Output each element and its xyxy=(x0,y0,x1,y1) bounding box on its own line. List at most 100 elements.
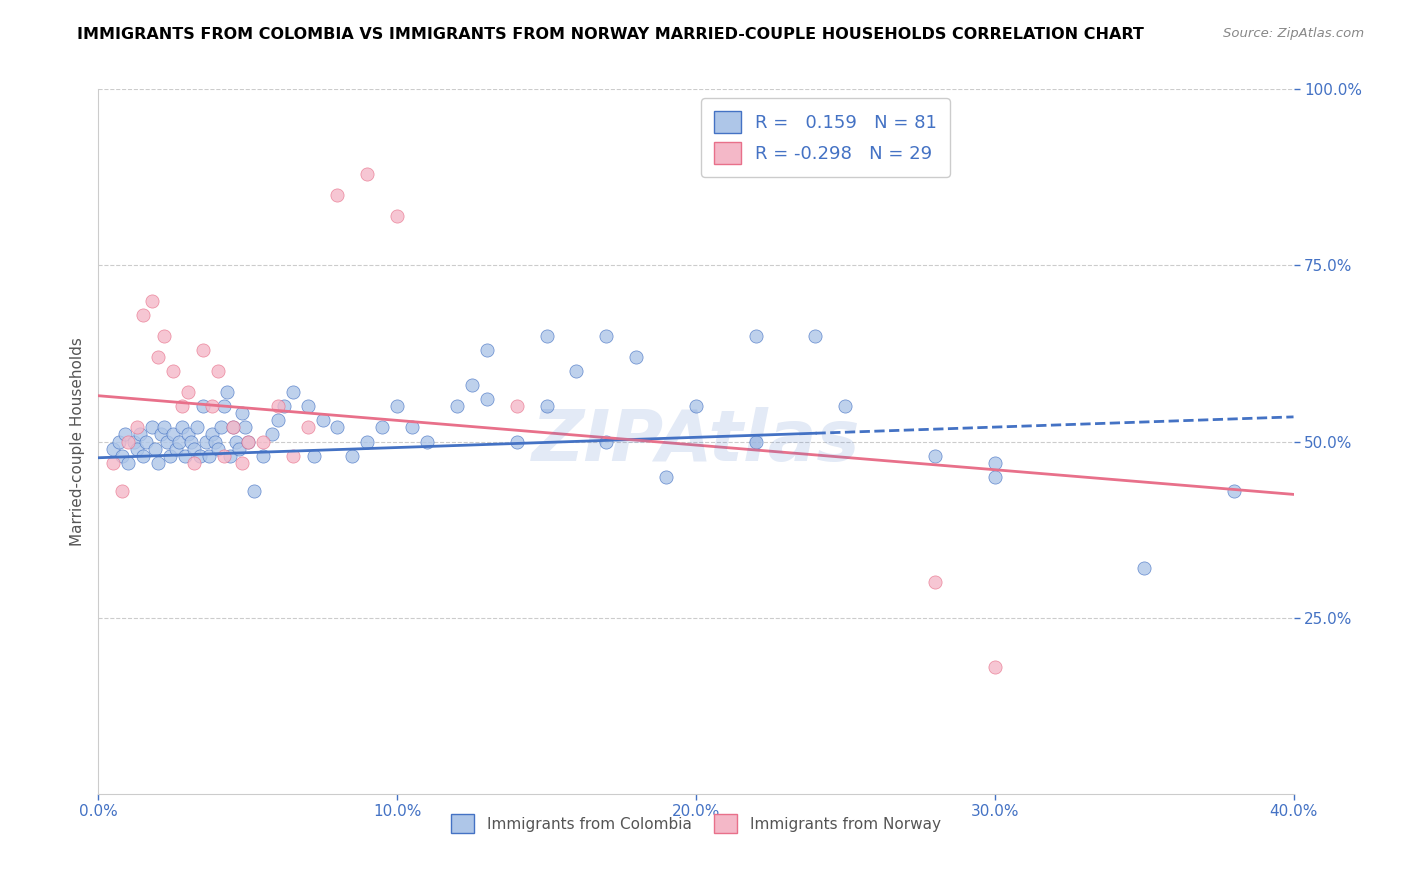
Point xyxy=(1133,561,1156,575)
Point xyxy=(172,399,194,413)
Point xyxy=(186,420,208,434)
Point xyxy=(207,364,229,378)
Point xyxy=(231,456,253,470)
Point xyxy=(117,456,139,470)
Point xyxy=(506,399,529,413)
Point xyxy=(180,434,202,449)
Point xyxy=(267,413,290,427)
Point xyxy=(222,420,245,434)
Text: IMMIGRANTS FROM COLOMBIA VS IMMIGRANTS FROM NORWAY MARRIED-COUPLE HOUSEHOLDS COR: IMMIGRANTS FROM COLOMBIA VS IMMIGRANTS F… xyxy=(77,27,1144,42)
Point xyxy=(183,442,205,456)
Point xyxy=(141,420,163,434)
Point xyxy=(201,399,224,413)
Point xyxy=(195,434,218,449)
Point xyxy=(984,456,1007,470)
Point xyxy=(260,427,283,442)
Point xyxy=(243,483,266,498)
Point xyxy=(127,420,149,434)
Point xyxy=(267,399,290,413)
Point xyxy=(371,420,394,434)
Point xyxy=(159,449,181,463)
Point xyxy=(143,442,166,456)
Point xyxy=(984,469,1007,483)
Point xyxy=(326,420,349,434)
Point xyxy=(165,442,187,456)
Point xyxy=(225,434,247,449)
Point xyxy=(219,449,242,463)
Point xyxy=(506,434,529,449)
Point xyxy=(302,449,325,463)
Point xyxy=(132,308,155,322)
Point xyxy=(117,434,139,449)
Point xyxy=(924,575,946,590)
Point xyxy=(655,469,678,483)
Point xyxy=(231,406,253,420)
Point xyxy=(177,427,200,442)
Point xyxy=(595,434,617,449)
Point xyxy=(207,442,229,456)
Point xyxy=(685,399,707,413)
Point xyxy=(188,449,211,463)
Point xyxy=(745,328,768,343)
Point xyxy=(385,399,409,413)
Point xyxy=(745,434,768,449)
Point xyxy=(236,434,259,449)
Point xyxy=(475,392,498,407)
Point xyxy=(416,434,439,449)
Point xyxy=(461,378,484,392)
Point xyxy=(209,420,232,434)
Point xyxy=(148,350,170,364)
Point xyxy=(536,328,558,343)
Point xyxy=(167,434,190,449)
Point xyxy=(595,328,617,343)
Point xyxy=(924,449,946,463)
Point xyxy=(565,364,588,378)
Point xyxy=(475,343,498,357)
Point xyxy=(311,413,333,427)
Point xyxy=(215,385,238,400)
Point xyxy=(162,364,184,378)
Point xyxy=(297,420,319,434)
Point xyxy=(132,449,155,463)
Point xyxy=(385,209,409,223)
Point xyxy=(103,456,125,470)
Text: Source: ZipAtlas.com: Source: ZipAtlas.com xyxy=(1223,27,1364,40)
Point xyxy=(356,167,378,181)
Point xyxy=(153,328,176,343)
Point xyxy=(191,343,214,357)
Point xyxy=(273,399,295,413)
Point xyxy=(124,434,146,449)
Point xyxy=(281,449,304,463)
Point xyxy=(174,449,197,463)
Point xyxy=(177,385,200,400)
Point xyxy=(191,399,214,413)
Point xyxy=(162,427,184,442)
Point xyxy=(141,293,163,308)
Point xyxy=(984,660,1007,674)
Point xyxy=(127,442,149,456)
Point xyxy=(342,449,364,463)
Point xyxy=(233,420,256,434)
Point xyxy=(198,449,221,463)
Point xyxy=(401,420,423,434)
Point xyxy=(222,420,245,434)
Point xyxy=(183,456,205,470)
Point xyxy=(114,427,136,442)
Point xyxy=(212,399,235,413)
Point xyxy=(111,483,134,498)
Point xyxy=(252,434,274,449)
Point xyxy=(129,427,152,442)
Y-axis label: Married-couple Households: Married-couple Households xyxy=(69,337,84,546)
Point xyxy=(326,187,349,202)
Point xyxy=(148,456,170,470)
Point xyxy=(201,427,224,442)
Point xyxy=(135,434,157,449)
Point xyxy=(111,449,134,463)
Point xyxy=(446,399,468,413)
Point xyxy=(297,399,319,413)
Point xyxy=(204,434,226,449)
Point xyxy=(281,385,304,400)
Point xyxy=(804,328,827,343)
Point xyxy=(228,442,250,456)
Point xyxy=(252,449,274,463)
